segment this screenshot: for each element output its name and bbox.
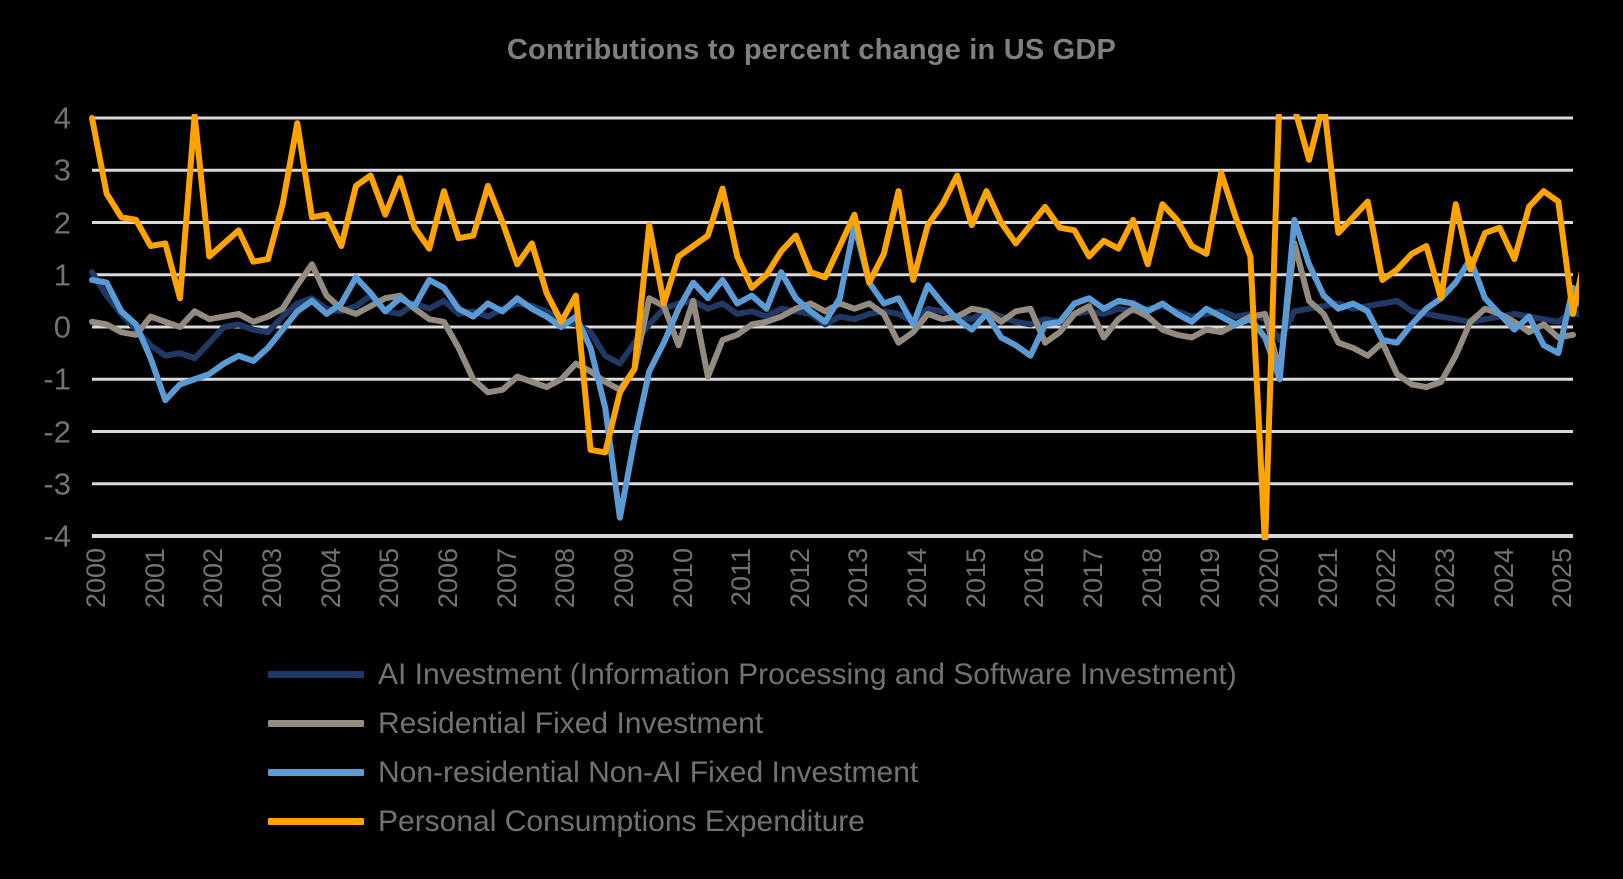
legend-item-label: AI Investment (Information Processing an… (378, 657, 1237, 691)
x-tick-label: 2009 (608, 548, 639, 609)
y-tick-label: 4 (53, 100, 71, 136)
y-tick-label: 1 (53, 257, 71, 293)
legend-item-label: Non-residential Non-AI Fixed Investment (378, 755, 919, 789)
x-tick-label: 2017 (1078, 548, 1109, 609)
x-tick-label: 2021 (1312, 548, 1343, 609)
y-tick-label: 3 (53, 152, 71, 188)
legend-color-swatch (268, 720, 364, 727)
x-tick-label: 2019 (1195, 548, 1226, 609)
legend-item[interactable]: Non-residential Non-AI Fixed Investment (268, 748, 1608, 797)
legend-item[interactable]: AI Investment (Information Processing an… (268, 650, 1608, 699)
x-tick-label: 2008 (550, 548, 581, 609)
x-tick-label: 2012 (784, 548, 815, 609)
y-tick-label: -2 (43, 414, 71, 449)
legend-color-swatch (268, 671, 364, 678)
y-tick-label: -1 (43, 361, 71, 397)
legend-item-label: Residential Fixed Investment (378, 706, 764, 740)
x-tick-label: 2024 (1488, 548, 1519, 609)
legend-item[interactable]: Residential Fixed Investment (268, 699, 1608, 748)
x-tick-label: 2018 (1136, 548, 1167, 609)
x-tick-label: 2022 (1371, 548, 1402, 609)
x-tick-label: 2011 (726, 548, 757, 607)
series-line-2 (89, 216, 1579, 521)
gridlines (92, 116, 1573, 538)
y-tick-label: -4 (43, 518, 71, 554)
chart-legend: AI Investment (Information Processing an… (268, 650, 1608, 846)
legend-item-label: Personal Consumptions Expenditure (378, 804, 865, 838)
y-tick-label: 2 (53, 205, 71, 240)
x-tick-label: 2015 (960, 548, 991, 609)
series-line-3 (89, 114, 1579, 540)
x-tick-label: 2023 (1430, 548, 1461, 609)
y-tick-label: -3 (43, 466, 71, 502)
y-tick-label: 0 (53, 309, 71, 345)
x-tick-label: 2003 (256, 548, 287, 609)
page-title: Contributions to percent change in US GD… (506, 34, 1117, 66)
x-tick-label: 2000 (81, 548, 111, 609)
x-tick-label: 2014 (902, 548, 933, 609)
x-tick-label: 2007 (491, 548, 522, 609)
x-tick-label: 2005 (374, 548, 405, 609)
x-tick-label: 2016 (1019, 548, 1050, 609)
x-tick-label: 2004 (315, 548, 346, 609)
x-tick-label: 2001 (139, 548, 170, 609)
x-tick-label: 2013 (843, 548, 874, 609)
x-tick-label: 2020 (1254, 548, 1285, 609)
legend-item[interactable]: Personal Consumptions Expenditure (268, 797, 1608, 846)
x-tick-label: 2010 (667, 548, 698, 609)
legend-color-swatch (268, 818, 364, 825)
x-tick-label: 2002 (198, 548, 229, 609)
x-tick-label: 2025 (1547, 548, 1578, 609)
legend-color-swatch (268, 769, 364, 776)
x-tick-label: 2006 (432, 548, 463, 609)
series-group (89, 114, 1579, 540)
